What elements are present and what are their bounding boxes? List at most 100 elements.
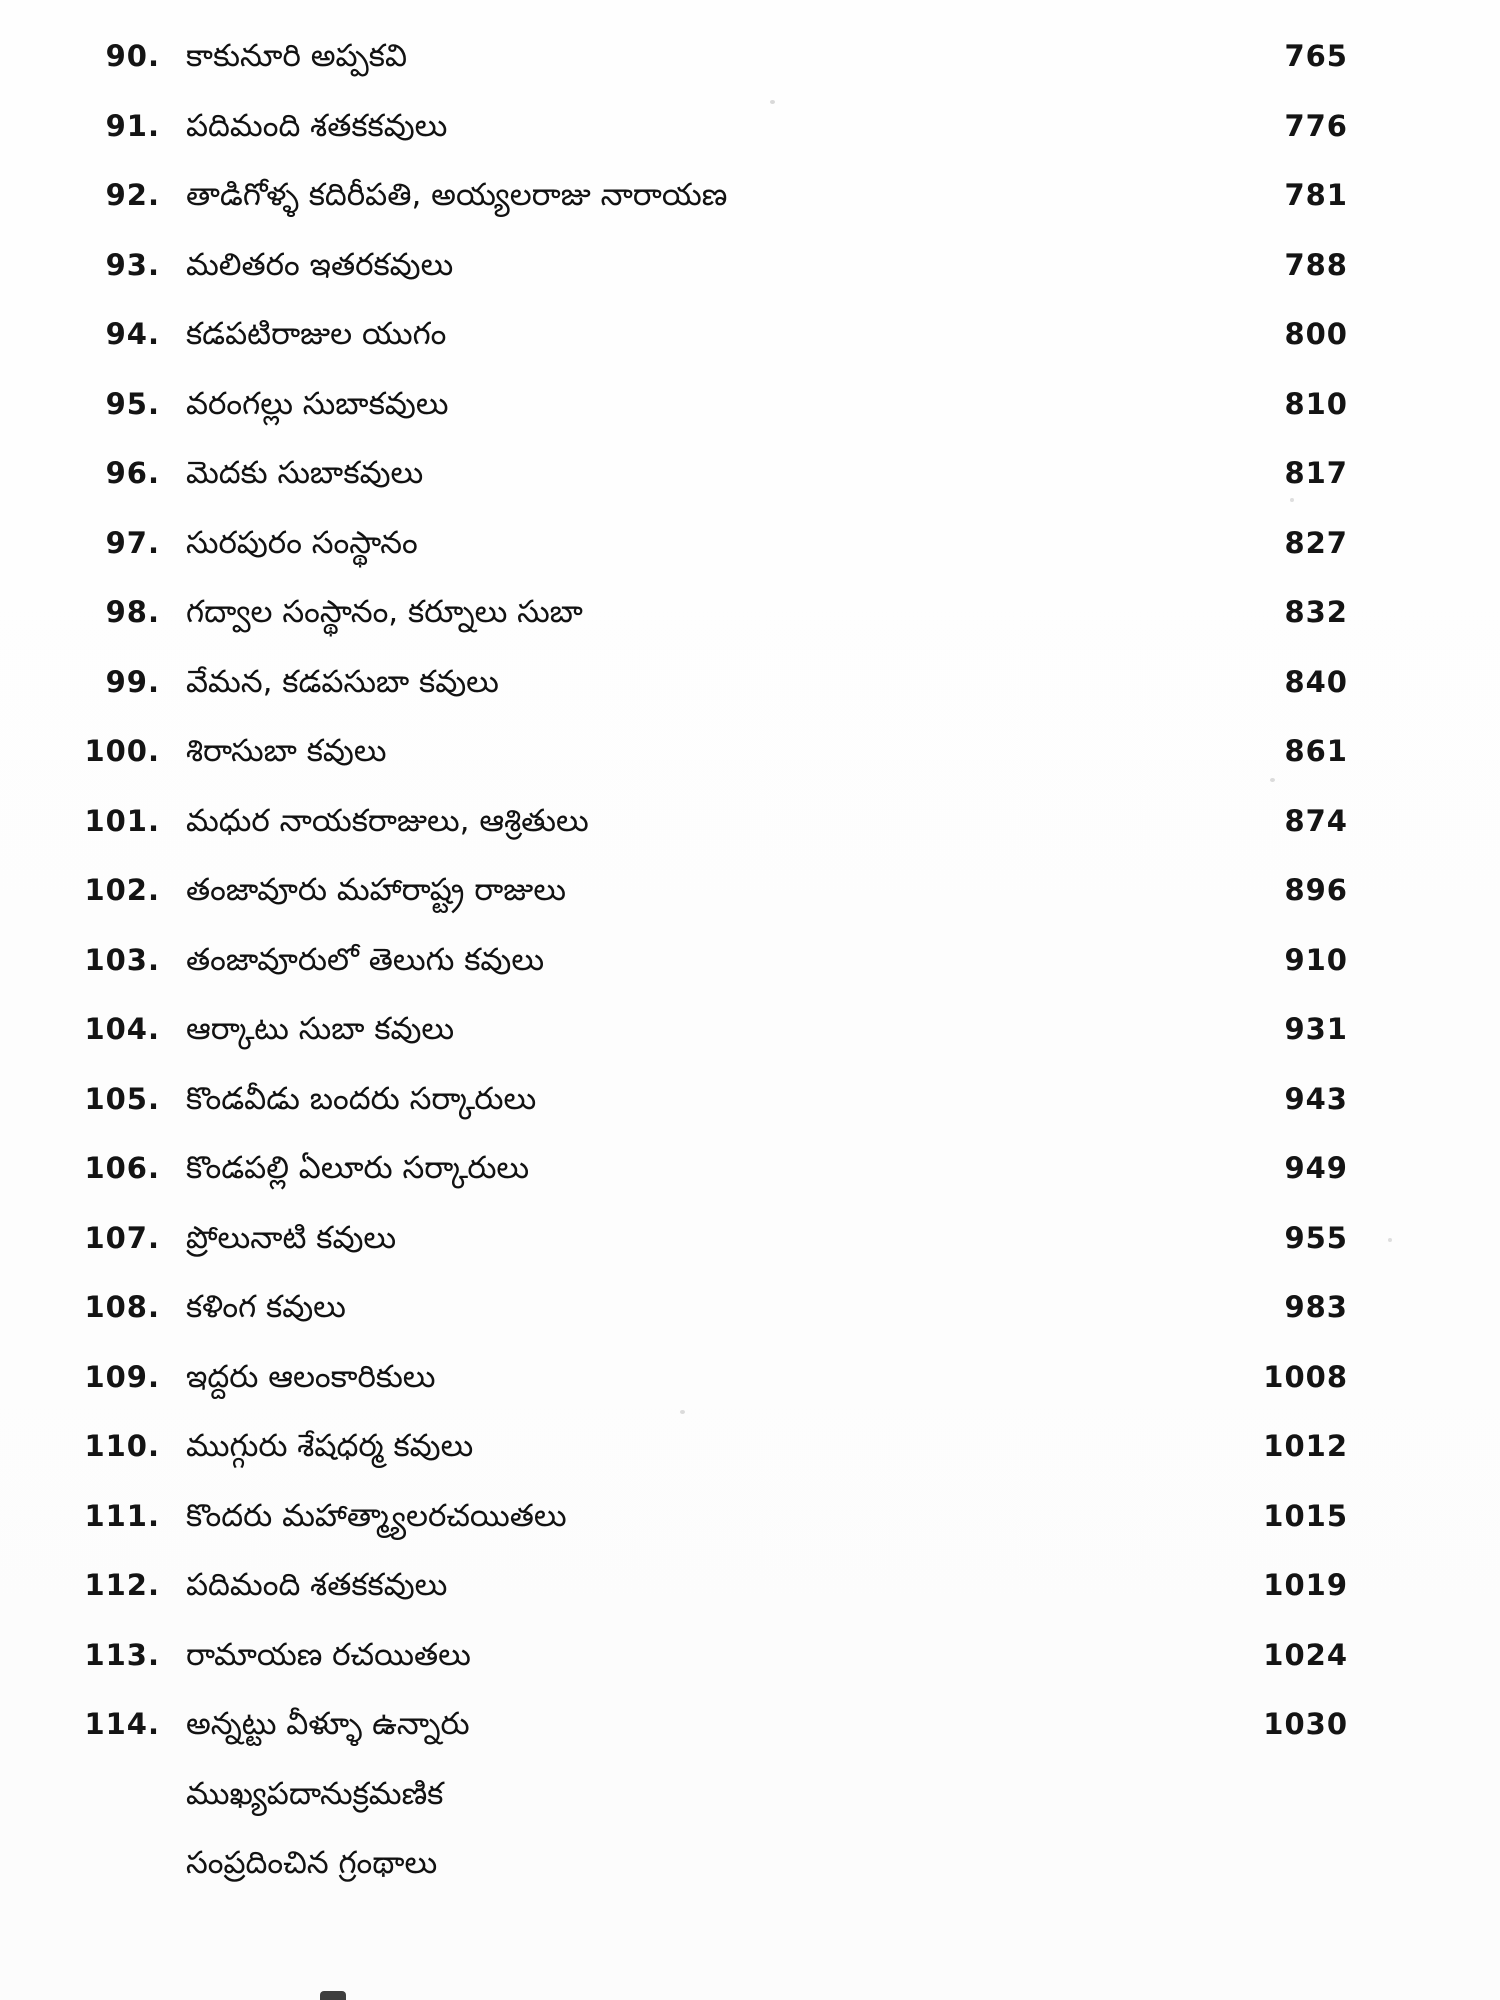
- entry-page-number: 1019: [1263, 1568, 1348, 1602]
- toc-row: 113. రామాయణ రచయితలు 1024: [75, 1637, 1348, 1707]
- entry-page-number: 810: [1284, 386, 1348, 421]
- toc-row: 99. వేమన, కడపసుబా కవులు 840: [75, 664, 1348, 734]
- entry-page-number: 788: [1284, 247, 1348, 282]
- entry-title: పదిమంది శతకకవులు: [186, 1567, 448, 1603]
- entry-number: 101.: [84, 803, 160, 838]
- entry-title: కొందరు మహాత్మ్యాలరచయితలు: [186, 1497, 567, 1534]
- toc-row: 91. పదిమంది శతకకవులు 776: [75, 108, 1348, 178]
- toc-row: 96. మెదకు సుబాకవులు 817: [75, 455, 1348, 525]
- entry-page-number: 827: [1284, 525, 1348, 560]
- toc-row: 104. ఆర్కాటు సుబా కవులు 931: [75, 1011, 1348, 1081]
- entry-title: తంజావూరులో తెలుగు కవులు: [186, 941, 545, 978]
- entry-number: 108.: [84, 1290, 160, 1324]
- entry-title: మధుర నాయకరాజులు, ఆశ్రితులు: [186, 802, 589, 839]
- toc-row: 112. పదిమంది శతకకవులు 1019: [75, 1567, 1348, 1637]
- entry-page-number: 955: [1284, 1220, 1348, 1255]
- toc-row: 90. కాకునూరి అప్పకవి 765: [75, 38, 1348, 108]
- entry-page-number: 1008: [1263, 1359, 1348, 1394]
- toc-row: 93. మలితరం ఇతరకవులు 788: [75, 247, 1348, 317]
- entry-page-number: 817: [1284, 456, 1348, 490]
- entry-title: వరంగల్లు సుబాకవులు: [186, 385, 449, 422]
- entry-title: ముఖ్యపదానుక్రమణిక: [186, 1775, 444, 1812]
- toc-row: 103. తంజావూరులో తెలుగు కవులు 910: [75, 942, 1348, 1012]
- toc-row: 95. వరంగల్లు సుబాకవులు 810: [75, 386, 1348, 456]
- entry-page-number: 874: [1284, 803, 1348, 838]
- entry-title: కొండపల్లి ఏలూరు సర్కారులు: [186, 1150, 530, 1186]
- toc-row: 107. ప్రోలునాటి కవులు 955: [75, 1220, 1348, 1290]
- toc-row: సంప్రదించిన గ్రంథాలు: [75, 1845, 1348, 1915]
- toc-row: 106. కొండపల్లి ఏలూరు సర్కారులు 949: [75, 1150, 1348, 1220]
- entry-number: 100.: [84, 734, 160, 768]
- scan-smudge: [320, 1991, 346, 2000]
- entry-number: 95.: [105, 386, 160, 421]
- entry-title: కడపటిరాజుల యుగం: [186, 316, 447, 352]
- toc-row: ముఖ్యపదానుక్రమణిక: [75, 1776, 1348, 1846]
- entry-title: కొండవీడు బందరు సర్కారులు: [186, 1080, 537, 1117]
- entry-title: గద్వాల సంస్థానం, కర్నూలు సుబా: [186, 594, 583, 630]
- entry-page-number: 931: [1284, 1012, 1348, 1046]
- toc-row: 92. తాడిగోళ్ళ కదిరీపతి, అయ్యలరాజు నారాయణ…: [75, 177, 1348, 247]
- entry-number: 92.: [105, 178, 160, 212]
- entry-title: ముగ్గురు శేషధర్మ కవులు: [186, 1428, 474, 1464]
- entry-number: 91.: [105, 108, 160, 143]
- entry-page-number: 861: [1284, 734, 1348, 768]
- entry-title: తాడిగోళ్ళ కదిరీపతి, అయ్యలరాజు నారాయణ: [186, 177, 728, 213]
- toc-row: 100. శిరాసుబా కవులు 861: [75, 733, 1348, 803]
- entry-title: తంజావూరు మహారాష్ట్ర రాజులు: [186, 872, 567, 908]
- toc-row: 101. మధుర నాయకరాజులు, ఆశ్రితులు 874: [75, 803, 1348, 873]
- scan-speck: [1270, 778, 1275, 782]
- entry-page-number: 949: [1284, 1151, 1348, 1185]
- entry-title: రామాయణ రచయితలు: [186, 1636, 471, 1673]
- toc-row: 105. కొండవీడు బందరు సర్కారులు 943: [75, 1081, 1348, 1151]
- entry-number: 98.: [105, 595, 160, 629]
- entry-number: 103.: [84, 942, 160, 977]
- scan-speck: [1290, 498, 1294, 502]
- entry-number: 102.: [84, 873, 160, 907]
- entry-number: 111.: [84, 1498, 160, 1533]
- entry-number: 113.: [84, 1637, 160, 1672]
- entry-number: 109.: [84, 1359, 160, 1394]
- entry-page-number: 910: [1284, 942, 1348, 977]
- entry-number: 99.: [105, 664, 160, 699]
- entry-number: 110.: [84, 1429, 160, 1463]
- entry-number: 90.: [105, 39, 160, 73]
- entry-title: అన్నట్టు వీళ్ళూ ఉన్నారు: [186, 1706, 470, 1742]
- entry-title: ఆర్కాటు సుబా కవులు: [186, 1011, 455, 1047]
- entry-page-number: 1030: [1263, 1707, 1348, 1741]
- toc-row: 102. తంజావూరు మహారాష్ట్ర రాజులు 896: [75, 872, 1348, 942]
- entry-title: మలితరం ఇతరకవులు: [186, 246, 454, 283]
- scan-speck: [770, 100, 775, 104]
- toc-row: 94. కడపటిరాజుల యుగం 800: [75, 316, 1348, 386]
- entry-number: 114.: [84, 1707, 160, 1741]
- entry-title: వేమన, కడపసుబా కవులు: [186, 663, 499, 700]
- entry-number: 107.: [84, 1220, 160, 1255]
- entry-page-number: 832: [1284, 595, 1348, 629]
- entry-number: 94.: [105, 317, 160, 351]
- entry-number: 105.: [84, 1081, 160, 1116]
- entry-page-number: 1015: [1263, 1498, 1348, 1533]
- entry-page-number: 781: [1284, 178, 1348, 212]
- entry-page-number: 840: [1284, 664, 1348, 699]
- entry-page-number: 800: [1284, 317, 1348, 351]
- entry-title: పదిమంది శతకకవులు: [186, 107, 448, 144]
- toc-row: 114. అన్నట్టు వీళ్ళూ ఉన్నారు 1030: [75, 1706, 1348, 1776]
- entry-number: 97.: [105, 525, 160, 560]
- toc-row: 109. ఇద్దరు ఆలంకారికులు 1008: [75, 1359, 1348, 1429]
- entry-page-number: 983: [1284, 1290, 1348, 1324]
- toc-row: 110. ముగ్గురు శేషధర్మ కవులు 1012: [75, 1428, 1348, 1498]
- toc-list: 90. కాకునూరి అప్పకవి 765 91. పదిమంది శతక…: [0, 38, 1500, 1915]
- entry-number: 96.: [105, 456, 160, 490]
- entry-page-number: 765: [1284, 39, 1348, 73]
- entry-number: 112.: [84, 1568, 160, 1602]
- entry-title: కళింగ కవులు: [186, 1289, 346, 1325]
- entry-number: 106.: [84, 1151, 160, 1185]
- entry-number: 93.: [105, 247, 160, 282]
- toc-row: 98. గద్వాల సంస్థానం, కర్నూలు సుబా 832: [75, 594, 1348, 664]
- entry-page-number: 776: [1284, 108, 1348, 143]
- toc-row: 111. కొందరు మహాత్మ్యాలరచయితలు 1015: [75, 1498, 1348, 1568]
- entry-title: ఇద్దరు ఆలంకారికులు: [186, 1358, 436, 1395]
- entry-page-number: 896: [1284, 873, 1348, 907]
- toc-row: 108. కళింగ కవులు 983: [75, 1289, 1348, 1359]
- scan-speck: [1388, 1238, 1392, 1242]
- entry-title: ప్రోలునాటి కవులు: [186, 1219, 397, 1256]
